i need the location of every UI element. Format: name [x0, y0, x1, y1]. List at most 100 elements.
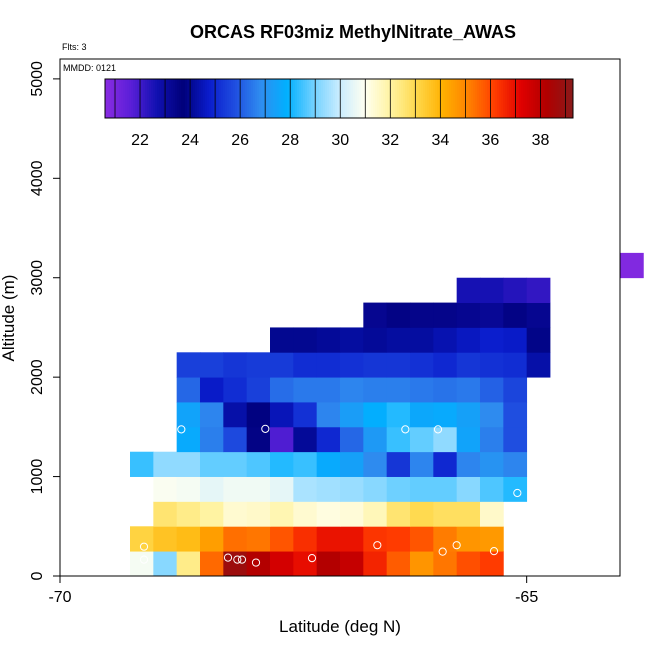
- colorbar-swatch: [527, 79, 530, 118]
- colorbar-swatch: [457, 79, 460, 118]
- heatmap-cell: [293, 377, 318, 403]
- sample-point: [177, 425, 186, 434]
- heatmap-cell: [480, 352, 504, 378]
- heatmap-cell: [503, 277, 528, 303]
- heatmap-cell: [456, 426, 481, 453]
- colorbar-swatch: [135, 79, 138, 118]
- colorbar-swatch: [271, 79, 274, 118]
- colorbar-swatch: [387, 79, 390, 118]
- colorbar-swatch: [287, 79, 290, 118]
- colorbar-swatch: [449, 79, 452, 118]
- y-tick-label: 4000: [29, 160, 46, 196]
- heatmap-cell: [340, 327, 364, 353]
- colorbar-swatch: [213, 79, 216, 118]
- heatmap-cell: [340, 426, 364, 453]
- colorbar-swatch: [195, 79, 198, 118]
- colorbar-swatch: [529, 79, 532, 118]
- sample-point: [550, 250, 559, 259]
- colorbar-swatch: [391, 79, 394, 118]
- heatmap-cell: [223, 352, 248, 378]
- heatmap-cell: [503, 302, 528, 328]
- colorbar-swatch: [541, 79, 544, 118]
- colorbar-swatch: [343, 79, 346, 118]
- colorbar-tick-label: 22: [131, 132, 149, 149]
- heatmap-cell: [130, 551, 154, 577]
- heatmap-cell: [316, 526, 341, 552]
- heatmap-cell: [456, 476, 481, 502]
- colorbar-swatch: [151, 79, 154, 118]
- colorbar-swatch: [435, 79, 438, 118]
- colorbar-swatch: [185, 79, 188, 118]
- heatmap-cell: [363, 327, 388, 353]
- y-tick-label: 3000: [29, 260, 46, 296]
- colorbar-swatch: [363, 79, 366, 118]
- colorbar-swatch: [299, 79, 302, 118]
- heatmap-cell: [293, 451, 318, 477]
- colorbar-swatch: [123, 79, 126, 118]
- heatmap-cell: [363, 551, 388, 577]
- colorbar-swatch: [159, 79, 162, 118]
- sample-point: [233, 555, 242, 564]
- heatmap-cell: [456, 327, 481, 353]
- colorbar-swatch: [367, 79, 370, 118]
- colorbar-swatch: [331, 79, 334, 118]
- heatmap-cell: [433, 451, 458, 477]
- heatmap-cell: [316, 476, 341, 502]
- heatmap-cell: [153, 551, 178, 577]
- heatmap-cell: [176, 451, 201, 477]
- heatmap-cell: [293, 352, 318, 378]
- heatmap-cell: [223, 551, 248, 577]
- flights-annotation: Flts: 3: [62, 42, 87, 52]
- heatmap-cell: [363, 476, 388, 502]
- colorbar-swatch: [405, 79, 408, 118]
- heatmap-cell: [456, 402, 481, 428]
- colorbar-swatch: [559, 79, 562, 118]
- colorbar-swatch: [277, 79, 280, 118]
- colorbar-swatch: [567, 79, 570, 118]
- heatmap-cell: [340, 377, 364, 403]
- colorbar-swatch: [455, 79, 458, 118]
- colorbar-swatch: [155, 79, 158, 118]
- colorbar-swatch: [333, 79, 336, 118]
- colorbar-swatch: [141, 79, 144, 118]
- colorbar-swatch: [253, 79, 256, 118]
- heatmap-cell: [176, 551, 201, 577]
- y-tick-label: 5000: [29, 61, 46, 97]
- heatmap-cell: [433, 327, 458, 353]
- colorbar-swatch: [483, 79, 486, 118]
- heatmap-cell: [363, 451, 388, 477]
- colorbar-swatch: [551, 79, 554, 118]
- colorbar-swatch: [255, 79, 258, 118]
- colorbar-swatch: [501, 79, 504, 118]
- heatmap-cell: [176, 476, 201, 502]
- heatmap-cell: [456, 302, 481, 328]
- colorbar-swatch: [565, 79, 568, 118]
- colorbar-swatch: [165, 79, 168, 118]
- colorbar-swatch: [137, 79, 140, 118]
- colorbar-swatch: [371, 79, 374, 118]
- colorbar-swatch: [173, 79, 176, 118]
- colorbar-swatch: [553, 79, 556, 118]
- colorbar-swatch: [241, 79, 244, 118]
- heatmap-cell: [526, 352, 551, 378]
- plot-frame: [59, 58, 621, 577]
- heatmap-cell: [503, 352, 528, 378]
- colorbar-swatch: [283, 79, 286, 118]
- colorbar-swatch: [143, 79, 146, 118]
- colorbar-swatch: [313, 79, 316, 118]
- colorbar-swatch: [509, 79, 512, 118]
- heatmap-cell: [480, 526, 504, 552]
- heatmap-cell: [410, 377, 434, 403]
- colorbar-swatch: [215, 79, 218, 118]
- heatmap-cell: [293, 476, 318, 502]
- colorbar-swatch: [525, 79, 528, 118]
- heatmap-cell: [526, 277, 551, 303]
- heatmap-cell: [200, 451, 224, 477]
- sample-point: [452, 541, 461, 550]
- heatmap-cell: [270, 551, 294, 577]
- colorbar-swatch: [427, 79, 430, 118]
- heatmap-cell: [130, 526, 154, 552]
- colorbar-swatch: [305, 79, 308, 118]
- heatmap-cell: [503, 476, 528, 502]
